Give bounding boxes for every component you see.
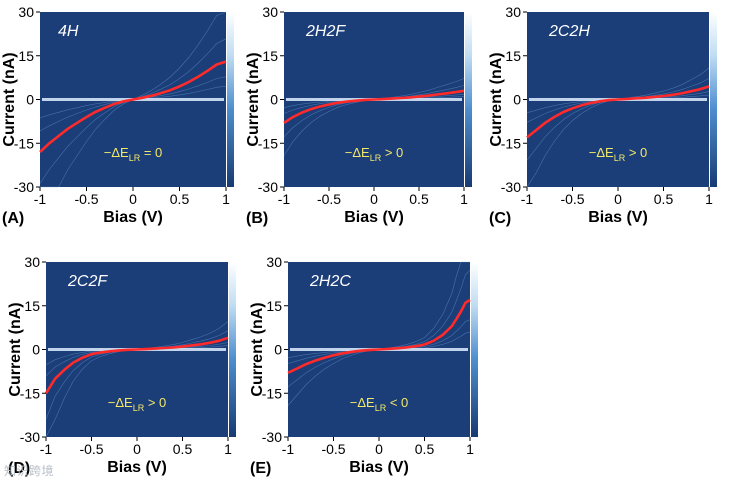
y-tick-label: -30 [262,429,282,445]
x-tick-label: -1 [40,441,53,457]
y-tick-label: 30 [24,254,40,270]
panel-letter: (B) [246,210,268,227]
y-tick-label: -30 [14,179,34,195]
x-tick-label: -0.5 [79,441,103,457]
y-tick-label: 15 [24,298,40,314]
x-tick-label: 1 [705,191,713,207]
y-tick-label: 15 [262,48,278,64]
x-tick-label: 0 [370,191,378,207]
x-tick-label: 1 [224,441,232,457]
y-tick-label: 0 [270,92,278,108]
colorbar [471,262,478,437]
y-tick-label: 0 [513,92,521,108]
x-tick-label: 0 [614,191,622,207]
x-tick-label: 0.5 [654,191,674,207]
x-tick-label: -0.5 [321,441,345,457]
y-tick-label: 30 [505,4,521,20]
y-tick-label: -30 [501,179,521,195]
y-tick-label: -30 [258,179,278,195]
y-tick-label: 30 [18,4,34,20]
x-tick-label: -0.5 [74,191,98,207]
y-axis-label: Current (nA) [7,302,24,396]
panel-a: 30 15 0 -15 -30-1 -0.5 0 0.5 1 Bias (V) Current (n… [1,4,234,227]
y-tick-label: 30 [262,4,278,20]
x-tick-label: 0 [375,441,383,457]
y-tick-label: 15 [505,48,521,64]
y-tick-label: 30 [266,254,282,270]
x-tick-label: 0.5 [415,441,435,457]
y-axis-label: Current (nA) [245,52,262,146]
x-tick-label: 1 [466,441,474,457]
x-tick-label: 0.5 [173,441,193,457]
panel-title: 2H2C [309,273,351,290]
panel-letter: (C) [489,210,511,227]
y-tick-label: 0 [32,342,40,358]
y-axis-label: Current (nA) [249,302,266,396]
colorbar [710,12,717,187]
y-tick-label: 0 [274,342,282,358]
delta-e-annotation: −ΔELR > 0 [108,395,167,413]
panel-letter: (E) [250,460,271,477]
panel-title: 2H2F [305,23,346,40]
y-tick-label: -15 [14,135,34,151]
x-tick-label: 0 [129,191,137,207]
y-axis-label: Current (nA) [488,52,505,146]
x-axis-label: Bias (V) [103,209,163,226]
delta-e-annotation: −ΔELR > 0 [589,145,648,163]
panel-letter: (D) [8,460,30,477]
average-iv-curve [283,89,465,124]
x-tick-label: 0 [133,441,141,457]
x-tick-label: -1 [34,191,47,207]
panel-c: 30 15 0 -15 -30-1 -0.5 0 0.5 1 Bias (V) Current (n… [488,4,717,227]
x-tick-label: 1 [460,191,468,207]
panel-e: 30 15 0 -15 -30-1 -0.5 0 0.5 1 Bias (V) Current (n… [249,254,478,477]
y-tick-label: 15 [18,48,34,64]
colorbar [227,12,234,187]
x-axis-label: Bias (V) [344,209,404,226]
delta-e-annotation: −ΔELR > 0 [345,145,404,163]
y-tick-label: -15 [20,385,40,401]
x-axis-label: Bias (V) [107,459,167,476]
panel-b: 30 15 0 -15 -30-1 -0.5 0 0.5 1 Bias (V) Current (n… [245,4,472,227]
x-tick-label: -1 [282,441,295,457]
average-iv-curve [44,336,229,394]
x-tick-label: -0.5 [560,191,584,207]
x-tick-label: -1 [278,191,291,207]
x-tick-label: 0.5 [409,191,429,207]
x-tick-label: 0.5 [170,191,190,207]
panel-title: 4H [58,23,79,40]
x-axis-label: Bias (V) [349,459,409,476]
delta-e-annotation: −ΔELR = 0 [104,145,163,163]
panel-title: 2C2F [67,273,108,290]
y-tick-label: -15 [258,135,278,151]
colorbar [465,12,472,187]
x-tick-label: -1 [521,191,534,207]
colorbar [229,262,236,437]
panel-letter: (A) [2,210,24,227]
y-axis-label: Current (nA) [1,52,18,146]
delta-e-annotation: −ΔELR < 0 [350,395,409,413]
watermark: 知识跨境 [4,464,55,478]
average-iv-curve [287,298,471,374]
x-tick-label: -0.5 [317,191,341,207]
average-iv-curve [526,85,710,139]
y-tick-label: -15 [262,385,282,401]
x-tick-label: 1 [222,191,230,207]
y-tick-label: 15 [266,298,282,314]
x-axis-label: Bias (V) [588,209,648,226]
panel-d: 30 15 0 -15 -30-1 -0.5 0 0.5 1 Bias (V) Current (n… [7,254,236,477]
y-tick-label: 0 [26,92,34,108]
panel-title: 2C2H [548,23,590,40]
average-iv-curve [39,60,227,153]
y-tick-label: -30 [20,429,40,445]
y-tick-label: -15 [501,135,521,151]
